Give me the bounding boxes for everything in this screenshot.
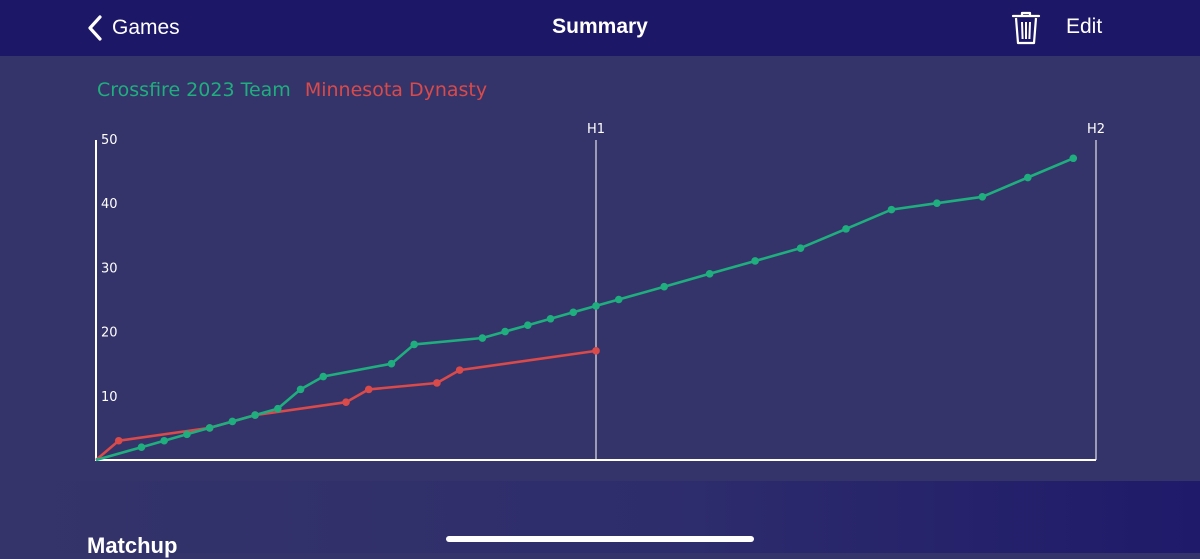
data-point-dynasty <box>455 366 464 374</box>
data-point-crossfire <box>887 205 896 214</box>
data-point-dynasty <box>364 385 373 394</box>
score-chart: Crossfire 2023 Team Minnesota Dynasty H1… <box>0 56 1200 481</box>
data-point-crossfire <box>569 308 578 317</box>
data-point-crossfire <box>751 257 759 265</box>
data-point-crossfire <box>1024 173 1032 182</box>
trash-icon <box>1011 11 1041 45</box>
bottom-section: Matchup <box>0 481 1200 558</box>
data-point-crossfire <box>296 385 305 394</box>
data-point-crossfire <box>660 282 668 291</box>
data-point-crossfire <box>546 314 555 323</box>
data-point-crossfire <box>614 295 623 304</box>
data-point-dynasty <box>433 379 441 387</box>
data-point-crossfire <box>933 199 941 207</box>
data-point-crossfire <box>205 424 214 432</box>
data-point-crossfire <box>319 372 328 381</box>
data-point-crossfire <box>251 411 259 419</box>
data-point-dynasty <box>592 347 600 355</box>
home-indicator[interactable] <box>446 536 754 542</box>
data-point-crossfire <box>478 334 487 342</box>
data-point-crossfire <box>842 225 850 233</box>
score-progression-chart: H1 H2 10 20 30 40 50 <box>95 122 1105 462</box>
legend-team-b: Minnesota Dynasty <box>304 79 488 101</box>
y-tick-label-50: 50 <box>101 133 118 148</box>
y-tick-label-30: 30 <box>101 261 118 276</box>
data-point-crossfire <box>524 321 532 329</box>
series-line-crossfire <box>95 157 1074 462</box>
y-tick-label-10: 10 <box>101 390 118 405</box>
data-point-crossfire <box>137 443 146 451</box>
data-point-dynasty <box>342 398 350 407</box>
data-point-crossfire <box>1069 154 1078 163</box>
data-point-crossfire <box>410 340 418 349</box>
data-point-crossfire <box>978 192 987 201</box>
data-point-crossfire <box>501 327 509 336</box>
data-point-crossfire <box>274 404 282 413</box>
matchup-heading: Matchup <box>87 533 178 558</box>
data-point-crossfire <box>592 302 600 310</box>
data-point-dynasty <box>114 436 123 445</box>
y-tick-label-20: 20 <box>101 326 118 341</box>
y-tick-label-40: 40 <box>101 197 118 212</box>
data-point-crossfire <box>387 359 396 368</box>
data-point-crossfire <box>183 430 191 439</box>
data-point-crossfire <box>160 436 168 445</box>
chevron-left-icon <box>88 15 102 41</box>
chart-legend: Crossfire 2023 Team Minnesota Dynasty <box>97 79 495 101</box>
data-point-crossfire <box>705 270 714 278</box>
marker-label-h2: H2 <box>1087 122 1105 137</box>
legend-team-a: Crossfire 2023 Team <box>97 79 291 101</box>
data-point-crossfire <box>796 244 805 252</box>
back-button[interactable]: Games <box>86 12 180 44</box>
edit-button[interactable]: Edit <box>1066 15 1103 38</box>
delete-button[interactable] <box>1010 10 1042 46</box>
back-button-label: Games <box>112 16 180 39</box>
page-title: Summary <box>552 15 648 38</box>
nav-bar: Games Summary Edit <box>0 0 1200 56</box>
marker-label-h1: H1 <box>587 122 605 137</box>
data-point-crossfire <box>228 417 237 426</box>
